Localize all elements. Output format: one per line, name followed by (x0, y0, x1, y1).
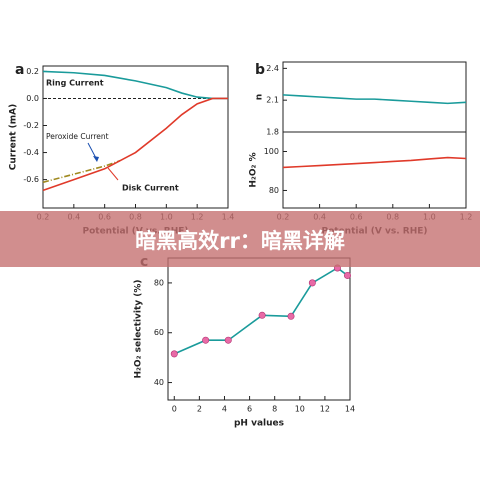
series-label: Peroxide Current (46, 132, 109, 141)
series-line (42, 159, 121, 184)
series-line (282, 94, 467, 105)
panel-label: a (15, 62, 24, 78)
marker (224, 336, 232, 344)
x-tick-label: 2 (197, 405, 202, 414)
x-tick-label: 6 (247, 405, 252, 414)
y-tick-label: -0.2 (23, 121, 39, 130)
y-tick-label: 0.0 (26, 94, 39, 103)
series-line (42, 70, 228, 100)
x-tick-label: 14 (345, 405, 355, 414)
y-tick-label: -0.6 (23, 175, 39, 184)
banner (0, 211, 480, 267)
panel-label: b (255, 62, 265, 78)
x-axis-label: pH values (234, 419, 284, 429)
y-tick-label: 2.1 (266, 96, 279, 105)
y-axis-label: n (255, 94, 265, 100)
series-label: Ring Current (46, 79, 104, 88)
y-tick-label: 0.2 (26, 67, 39, 76)
banner-text: 暗黑高效rr：暗黑详解 (135, 229, 345, 253)
series-label: Disk Current (122, 184, 179, 193)
marker (287, 312, 295, 320)
plot-frame (282, 131, 467, 209)
marker (343, 271, 351, 279)
series-line (173, 267, 348, 355)
marker (258, 311, 266, 319)
arrow (107, 167, 119, 181)
y-tick-label: 1.8 (266, 128, 279, 137)
y-axis-label: H₂O₂ selectivity (%) (134, 279, 144, 378)
x-tick-label: 10 (295, 405, 305, 414)
series-line (42, 97, 228, 192)
y-axis-label: H₂O₂ % (249, 152, 259, 187)
y-tick-label: 2.4 (266, 64, 279, 73)
y-tick-label: 80 (269, 186, 279, 195)
marker (170, 350, 178, 358)
y-tick-label: 60 (154, 328, 164, 337)
series-line (282, 156, 467, 169)
marker (308, 279, 316, 287)
y-tick-label: 100 (264, 147, 279, 156)
plot-frame (167, 257, 351, 401)
x-tick-label: 8 (272, 405, 277, 414)
x-tick-label: 0 (172, 405, 177, 414)
y-tick-label: -0.4 (23, 148, 39, 157)
y-tick-label: 80 (154, 278, 164, 287)
y-axis-label: Current (mA) (9, 104, 19, 170)
x-tick-label: 4 (222, 405, 227, 414)
arrow-head (93, 156, 99, 162)
marker (202, 336, 210, 344)
y-tick-label: 40 (154, 378, 164, 387)
x-tick-label: 12 (320, 405, 330, 414)
